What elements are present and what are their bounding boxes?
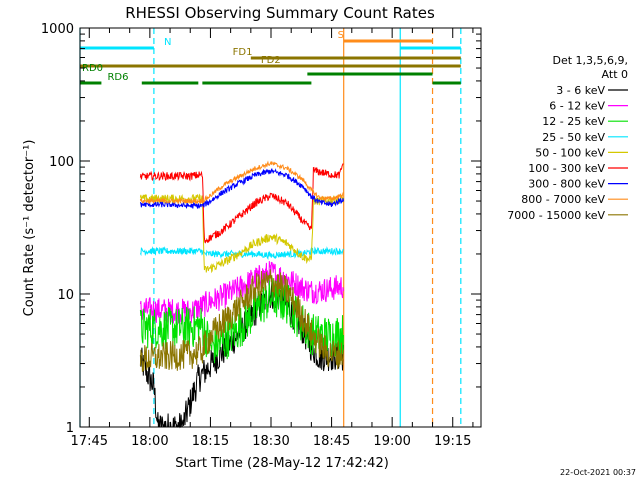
x-tick-label: 18:30 (252, 434, 289, 449)
series-line-0 (139, 282, 344, 429)
footer-timestamp: 22-Oct-2021 00:37 (560, 468, 636, 477)
legend-label: 300 - 800 keV (528, 178, 605, 191)
legend-label: 100 - 300 keV (528, 162, 605, 175)
x-tick-label: 18:45 (313, 434, 350, 449)
x-axis: 17:45 18:00 18:15 18:30 18:45 19:00 19:15 (71, 28, 474, 449)
series-line-1 (139, 261, 344, 324)
series-line-8 (139, 269, 344, 372)
legend-header-line-2: Att 0 (602, 68, 628, 81)
legend-label: 3 - 6 keV (556, 84, 605, 97)
data-series (139, 160, 344, 429)
legend-label: 7000 - 15000 keV (507, 209, 605, 222)
legend-label: 25 - 50 keV (542, 131, 605, 144)
legend-label: 50 - 100 keV (535, 146, 605, 159)
legend: Det 1,3,5,6,9, Att 0 3 - 6 keV 6 - 12 keV… (507, 54, 628, 222)
legend-label: 6 - 12 keV (549, 100, 605, 113)
y-axis: 1 10 100 1000 (41, 22, 481, 436)
flag-label-n: N (164, 37, 171, 48)
x-tick-label: 17:45 (71, 434, 108, 449)
y-tick-label: 1 (66, 421, 74, 436)
chart-title: RHESSI Observing Summary Count Rates (125, 4, 435, 22)
y-tick-label: 10 (57, 288, 74, 303)
flag-label-fd1: FD1 (233, 47, 253, 58)
series-line-5 (139, 163, 344, 244)
x-tick-label: 18:15 (192, 434, 229, 449)
plot-frame (79, 27, 482, 428)
x-axis-label: Start Time (28-May-12 17:42:42) (175, 456, 389, 471)
legend-label: 800 - 7000 keV (521, 193, 605, 206)
series-line-7 (139, 160, 344, 205)
flag-label-rd6: RD6 (107, 72, 128, 83)
vertical-markers (79, 28, 462, 427)
x-tick-label: 19:15 (434, 434, 471, 449)
series-line-3 (139, 246, 344, 261)
x-tick-label: 18:00 (131, 434, 168, 449)
legend-label: 12 - 25 keV (542, 115, 605, 128)
flag-label-rd0: RD0 (82, 63, 103, 74)
flag-label-s: S (338, 30, 344, 41)
flag-label-fd2: FD2 (261, 55, 281, 66)
y-tick-label: 1000 (41, 22, 74, 37)
y-axis-label: Count Rate (s⁻¹ detector⁻¹) (22, 140, 37, 317)
y-tick-label: 100 (49, 155, 74, 170)
flag-bars: N S FD1 FD2 RD0 RD6 (80, 30, 461, 85)
x-tick-label: 19:00 (373, 434, 410, 449)
legend-header-line-1: Det 1,3,5,6,9, (552, 54, 628, 67)
